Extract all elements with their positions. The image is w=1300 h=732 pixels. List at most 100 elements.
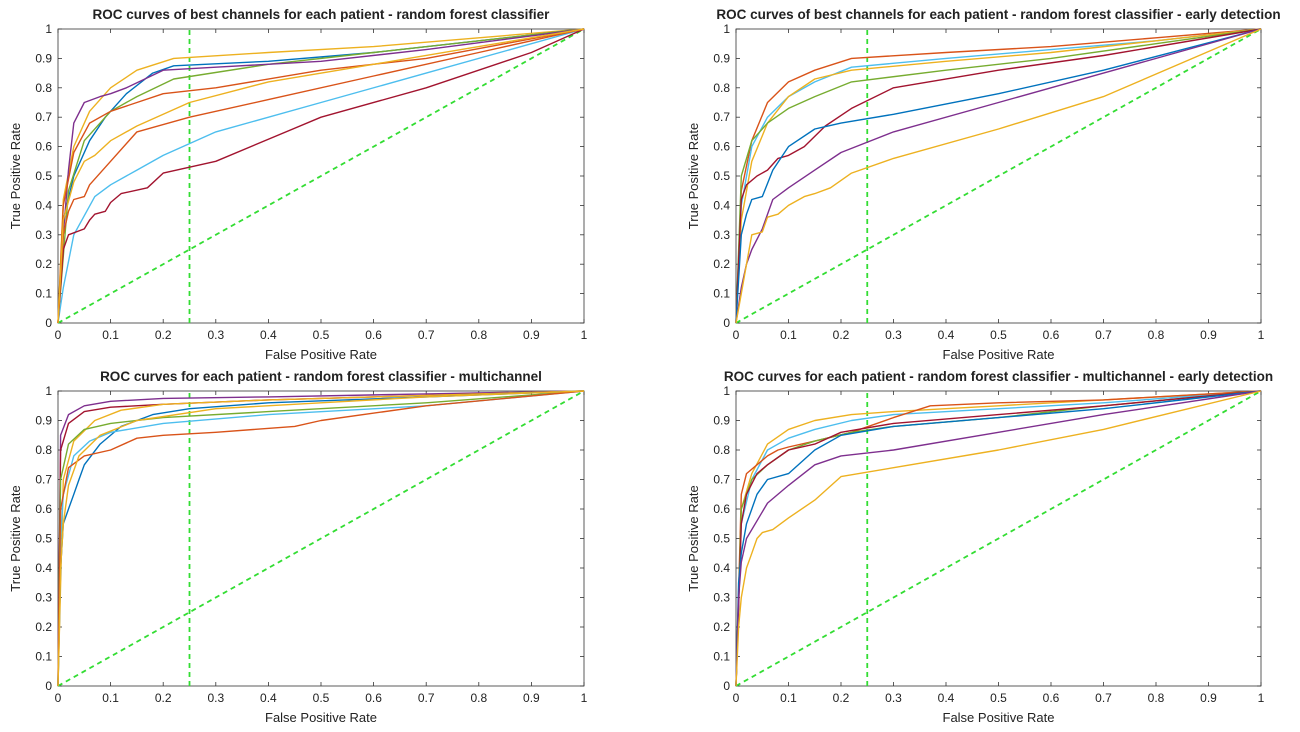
- y-tick-label: 0.7: [713, 473, 730, 487]
- roc-curve-blue: [735, 28, 1262, 324]
- roc-curve-green: [735, 28, 1262, 324]
- roc-curve-green: [57, 28, 585, 324]
- x-tick-label: 0.8: [1148, 328, 1165, 342]
- y-tick-label: 0: [45, 679, 52, 693]
- roc-chart-2: ROC curves of best channels for each pat…: [686, 7, 1281, 362]
- y-tick-label: 0.3: [713, 591, 730, 605]
- y-tick-label: 0: [723, 679, 730, 693]
- chance-diagonal-line: [57, 28, 585, 324]
- x-tick-label: 0.2: [833, 328, 850, 342]
- roc-curve-yellow-2: [735, 28, 1262, 324]
- x-axis-label: False Positive Rate: [265, 710, 377, 725]
- y-tick-label: 0.7: [35, 110, 52, 124]
- y-tick-label: 0.3: [713, 228, 730, 242]
- y-tick-label: 0.9: [713, 51, 730, 65]
- chart-title: ROC curves of best channels for each pat…: [716, 7, 1280, 22]
- x-tick-label: 0.2: [833, 691, 850, 705]
- x-tick-label: 1: [1258, 328, 1265, 342]
- y-tick-label: 0.2: [35, 257, 52, 271]
- roc-curve-dark-red: [57, 28, 585, 324]
- chart-title: ROC curves of best channels for each pat…: [93, 7, 551, 22]
- roc-curve-yellow: [57, 390, 585, 687]
- y-tick-label: 0.6: [713, 140, 730, 154]
- x-tick-label: 0.7: [1095, 328, 1112, 342]
- roc-curve-purple: [57, 28, 585, 324]
- chance-diagonal-line: [57, 390, 585, 687]
- roc-curve-yellow: [735, 390, 1262, 687]
- x-tick-label: 0.4: [938, 328, 955, 342]
- y-tick-label: 0.1: [35, 287, 52, 301]
- roc-curve-yellow: [735, 28, 1262, 324]
- y-tick-label: 0.5: [35, 169, 52, 183]
- roc-curve-orange-2: [57, 28, 585, 324]
- x-tick-label: 0.7: [418, 691, 435, 705]
- x-tick-label: 0.8: [1148, 691, 1165, 705]
- y-tick-label: 0.8: [713, 443, 730, 457]
- roc-curve-orange: [735, 390, 1262, 687]
- y-tick-label: 0.2: [35, 620, 52, 634]
- x-tick-label: 0.3: [885, 691, 902, 705]
- roc-curve-yellow: [57, 28, 585, 324]
- y-tick-label: 0.1: [713, 287, 730, 301]
- y-tick-label: 0.5: [713, 169, 730, 183]
- x-tick-label: 0.6: [365, 328, 382, 342]
- x-tick-label: 0.5: [990, 328, 1007, 342]
- y-tick-label: 0.3: [35, 591, 52, 605]
- y-tick-label: 0: [45, 316, 52, 330]
- y-tick-label: 0.1: [35, 650, 52, 664]
- x-tick-label: 0.2: [155, 691, 172, 705]
- roc-curve-blue: [735, 390, 1262, 687]
- y-tick-label: 0.5: [713, 532, 730, 546]
- y-axis-label: True Positive Rate: [686, 485, 701, 591]
- roc-curve-purple: [735, 390, 1262, 687]
- x-tick-label: 0: [733, 691, 740, 705]
- x-tick-label: 0: [733, 328, 740, 342]
- y-tick-label: 0.7: [35, 473, 52, 487]
- x-tick-label: 0.8: [470, 691, 487, 705]
- y-tick-label: 0.7: [713, 110, 730, 124]
- roc-curve-light-blue: [57, 390, 585, 687]
- x-tick-label: 0.3: [207, 328, 224, 342]
- x-tick-label: 0.4: [260, 328, 277, 342]
- y-tick-label: 1: [723, 22, 730, 36]
- roc-chart-1: ROC curves of best channels for each pat…: [8, 7, 588, 362]
- x-tick-label: 0.6: [1043, 691, 1060, 705]
- y-tick-label: 0.8: [35, 81, 52, 95]
- y-tick-label: 0.8: [35, 443, 52, 457]
- y-tick-label: 1: [723, 384, 730, 398]
- chance-diagonal-line: [735, 28, 1262, 324]
- y-tick-label: 0.9: [713, 414, 730, 428]
- x-tick-label: 0.1: [780, 691, 797, 705]
- y-tick-label: 0.4: [713, 561, 730, 575]
- x-axis-label: False Positive Rate: [943, 710, 1055, 725]
- roc-curve-yellow-2: [57, 28, 585, 324]
- roc-curve-orange: [57, 28, 585, 324]
- roc-curve-dark-red: [735, 390, 1262, 687]
- y-tick-label: 0: [723, 316, 730, 330]
- roc-curve-yellow-2: [735, 390, 1262, 687]
- chart-title: ROC curves for each patient - random for…: [724, 369, 1273, 384]
- x-tick-label: 0.7: [418, 328, 435, 342]
- y-tick-label: 0.6: [35, 502, 52, 516]
- y-tick-label: 0.9: [35, 51, 52, 65]
- chance-diagonal-line: [735, 390, 1262, 687]
- x-tick-label: 0.1: [102, 328, 119, 342]
- y-tick-label: 0.6: [35, 140, 52, 154]
- x-tick-label: 1: [581, 328, 588, 342]
- roc-curve-green: [57, 390, 585, 687]
- y-tick-label: 0.4: [35, 561, 52, 575]
- y-tick-label: 0.4: [35, 198, 52, 212]
- roc-curve-dark-red: [735, 28, 1262, 324]
- roc-curve-light-blue: [735, 390, 1262, 687]
- x-tick-label: 0.4: [260, 691, 277, 705]
- roc-chart-3: ROC curves for each patient - random for…: [8, 369, 588, 725]
- x-tick-label: 0.8: [470, 328, 487, 342]
- roc-curve-yellow-2: [57, 390, 585, 687]
- x-tick-label: 1: [1258, 691, 1265, 705]
- y-tick-label: 1: [45, 22, 52, 36]
- y-tick-label: 0.2: [713, 620, 730, 634]
- y-tick-label: 0.4: [713, 198, 730, 212]
- y-tick-label: 0.1: [713, 650, 730, 664]
- x-axis-label: False Positive Rate: [943, 347, 1055, 362]
